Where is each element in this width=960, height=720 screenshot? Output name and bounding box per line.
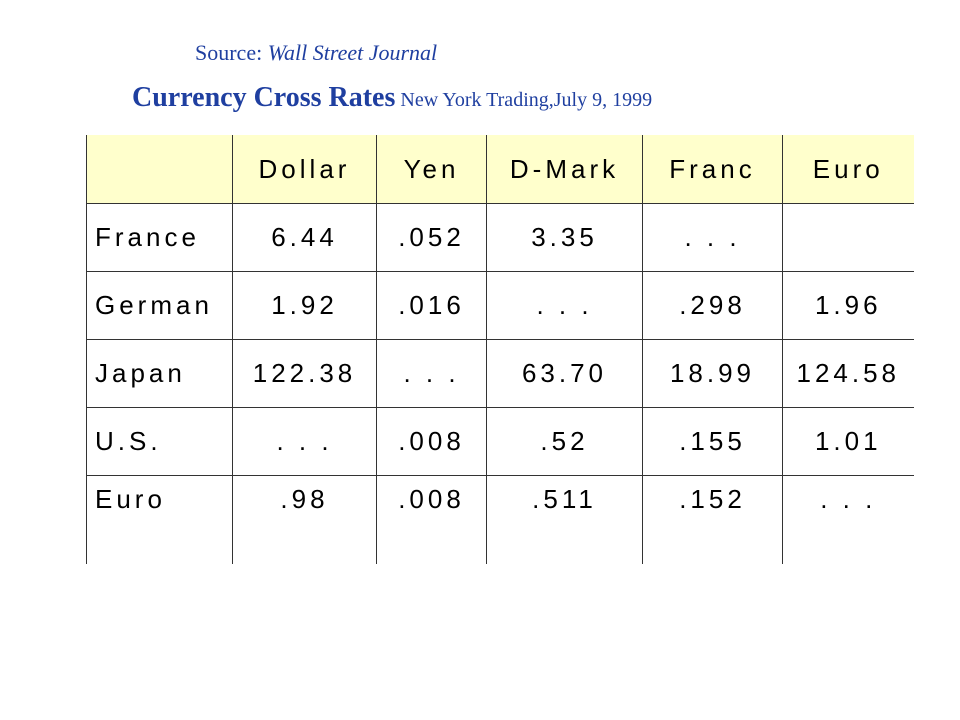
table-cell: . . . — [642, 203, 783, 272]
column-header-franc: Franc — [642, 135, 783, 204]
source-name: Wall Street Journal — [267, 40, 438, 65]
table-cell: .052 — [376, 203, 487, 272]
table-row: Japan 122.38 . . . 63.70 18.99 124.58 — [86, 339, 914, 408]
row-label: Japan — [86, 339, 233, 408]
column-header-yen: Yen — [376, 135, 487, 204]
table-cell: 63.70 — [486, 339, 643, 408]
row-label: German — [86, 271, 233, 340]
table-cell: 3.35 — [486, 203, 643, 272]
table-cell: . . . — [376, 339, 487, 408]
currency-cross-rates-table: Dollar Yen D-Mark Franc Euro France 6.44… — [86, 135, 914, 564]
row-label: Euro — [86, 475, 233, 564]
source-line: Source: Wall Street Journal — [195, 40, 437, 66]
table-cell: .008 — [376, 407, 487, 476]
page-title: Currency Cross Rates New York Trading,Ju… — [132, 82, 652, 114]
table-cell: 124.58 — [782, 339, 914, 408]
table-cell — [782, 203, 914, 272]
table-cell: 1.92 — [232, 271, 377, 340]
column-header-d-mark: D-Mark — [486, 135, 643, 204]
table-cell: 122.38 — [232, 339, 377, 408]
title-main: Currency Cross Rates — [132, 82, 396, 113]
table-header-row: Dollar Yen D-Mark Franc Euro — [86, 135, 914, 204]
column-header-dollar: Dollar — [232, 135, 377, 204]
table-cell: .016 — [376, 271, 487, 340]
table-cell: 1.96 — [782, 271, 914, 340]
column-header-corner — [86, 135, 233, 204]
table-cell: . . . — [820, 484, 877, 514]
table-cell: .298 — [642, 271, 783, 340]
table-row: Euro .98 .008 .511 .152 . . . — [86, 475, 914, 564]
table-row: U.S. . . . .008 .52 .155 1.01 — [86, 407, 914, 476]
source-label: Source: — [195, 40, 268, 65]
column-header-euro: Euro — [782, 135, 914, 204]
table-cell: . . . — [232, 407, 377, 476]
title-subtitle: New York Trading,July 9, 1999 — [395, 89, 653, 111]
table-cell: .008 — [376, 475, 487, 564]
table-row: German 1.92 .016 . . . .298 1.96 — [86, 271, 914, 340]
row-label: U.S. — [86, 407, 233, 476]
table-cell: .98 — [232, 475, 377, 564]
table-cell: 18.99 — [642, 339, 783, 408]
table-cell: . . . — [486, 271, 643, 340]
row-label: France — [86, 203, 233, 272]
table-cell: .511 — [486, 475, 643, 564]
table-cell: .52 — [486, 407, 643, 476]
table-cell: .152 — [642, 475, 783, 564]
table-cell: 1.01 — [782, 407, 914, 476]
table-cell: .155 — [642, 407, 783, 476]
table-row: France 6.44 .052 3.35 . . . — [86, 203, 914, 272]
table-cell: 6.44 — [232, 203, 377, 272]
